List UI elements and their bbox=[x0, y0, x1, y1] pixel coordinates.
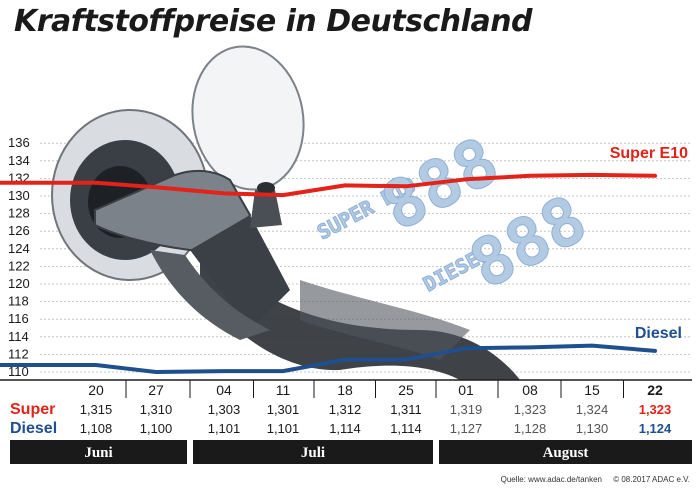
x-tick-label: 18 bbox=[337, 382, 353, 398]
y-tick-label: 120 bbox=[8, 276, 30, 291]
data-label-diesel: 1,130 bbox=[576, 421, 609, 436]
data-label-diesel: 1,101 bbox=[267, 421, 300, 436]
fuel-nozzle-illustration bbox=[51, 45, 520, 380]
x-tick-label: 20 bbox=[88, 382, 104, 398]
data-label-diesel: 1,128 bbox=[514, 421, 547, 436]
data-label-diesel: 1,100 bbox=[140, 421, 173, 436]
month-label: Juni bbox=[84, 445, 112, 461]
x-tick-label: 08 bbox=[522, 382, 538, 398]
y-tick-label: 124 bbox=[8, 241, 30, 256]
y-tick-label: 116 bbox=[8, 311, 29, 326]
series-lines bbox=[0, 172, 657, 374]
copyright: © 08.2017 ADAC e.V. bbox=[613, 475, 690, 484]
data-label-diesel: 1,108 bbox=[80, 421, 113, 436]
month-bar bbox=[439, 440, 692, 464]
y-axis: 1101121141161181201221241261281301321341… bbox=[8, 135, 30, 379]
y-tick-label: 130 bbox=[8, 188, 30, 203]
series-label-super: Super E10 bbox=[610, 145, 688, 162]
source-note: Quelle: www.adac.de/tanken bbox=[501, 475, 602, 484]
data-label-super: 1,303 bbox=[208, 402, 241, 417]
data-label-diesel: 1,114 bbox=[329, 421, 361, 436]
data-label-super: 1,323 bbox=[514, 402, 547, 417]
y-tick-label: 110 bbox=[8, 364, 29, 379]
data-label-super: 1,312 bbox=[329, 402, 362, 417]
series-label-diesel: Diesel bbox=[635, 325, 682, 342]
month-label: August bbox=[543, 445, 589, 461]
data-label-diesel: 1,124 bbox=[639, 421, 672, 436]
price-display-digits: SUPER E10 888 DIESEL 888 bbox=[313, 122, 600, 305]
x-tick-label: 15 bbox=[584, 382, 600, 398]
month-band: Juni Juli August bbox=[10, 440, 692, 464]
x-tick-label: 25 bbox=[398, 382, 414, 398]
data-label-super: 1,323 bbox=[639, 402, 672, 417]
price-table: 20 1,315 1,108 27 1,310 1,100 04 1,303 1,101 11 1,… bbox=[80, 380, 672, 436]
y-tick-label: 134 bbox=[8, 153, 30, 168]
row-label-super: Super bbox=[10, 401, 55, 418]
data-label-diesel: 1,101 bbox=[208, 421, 241, 436]
x-tick-label: 01 bbox=[458, 382, 474, 398]
y-tick-label: 112 bbox=[8, 346, 29, 361]
x-tick-label: 22 bbox=[647, 382, 663, 398]
y-tick-label: 118 bbox=[8, 294, 29, 309]
data-label-diesel: 1,127 bbox=[450, 421, 483, 436]
data-label-super: 1,310 bbox=[140, 402, 173, 417]
month-bar bbox=[193, 440, 433, 464]
y-tick-label: 114 bbox=[8, 329, 29, 344]
data-label-super: 1,324 bbox=[576, 402, 609, 417]
x-tick-label: 04 bbox=[216, 382, 232, 398]
data-label-super: 1,319 bbox=[450, 402, 483, 417]
chart-title: Kraftstoffpreise in Deutschland bbox=[14, 4, 533, 39]
y-tick-label: 122 bbox=[8, 258, 30, 273]
y-tick-label: 128 bbox=[8, 206, 30, 221]
data-label-diesel: 1,114 bbox=[390, 421, 422, 436]
y-tick-label: 126 bbox=[8, 223, 30, 238]
data-label-super: 1,315 bbox=[80, 402, 113, 417]
y-tick-label: 136 bbox=[8, 135, 30, 150]
month-bar bbox=[10, 440, 187, 464]
x-tick-label: 11 bbox=[276, 382, 291, 398]
month-label: Juli bbox=[301, 445, 325, 461]
data-label-super: 1,301 bbox=[267, 402, 300, 417]
x-tick-label: 27 bbox=[148, 382, 164, 398]
data-label-super: 1,311 bbox=[390, 402, 422, 417]
row-label-diesel: Diesel bbox=[10, 420, 57, 437]
